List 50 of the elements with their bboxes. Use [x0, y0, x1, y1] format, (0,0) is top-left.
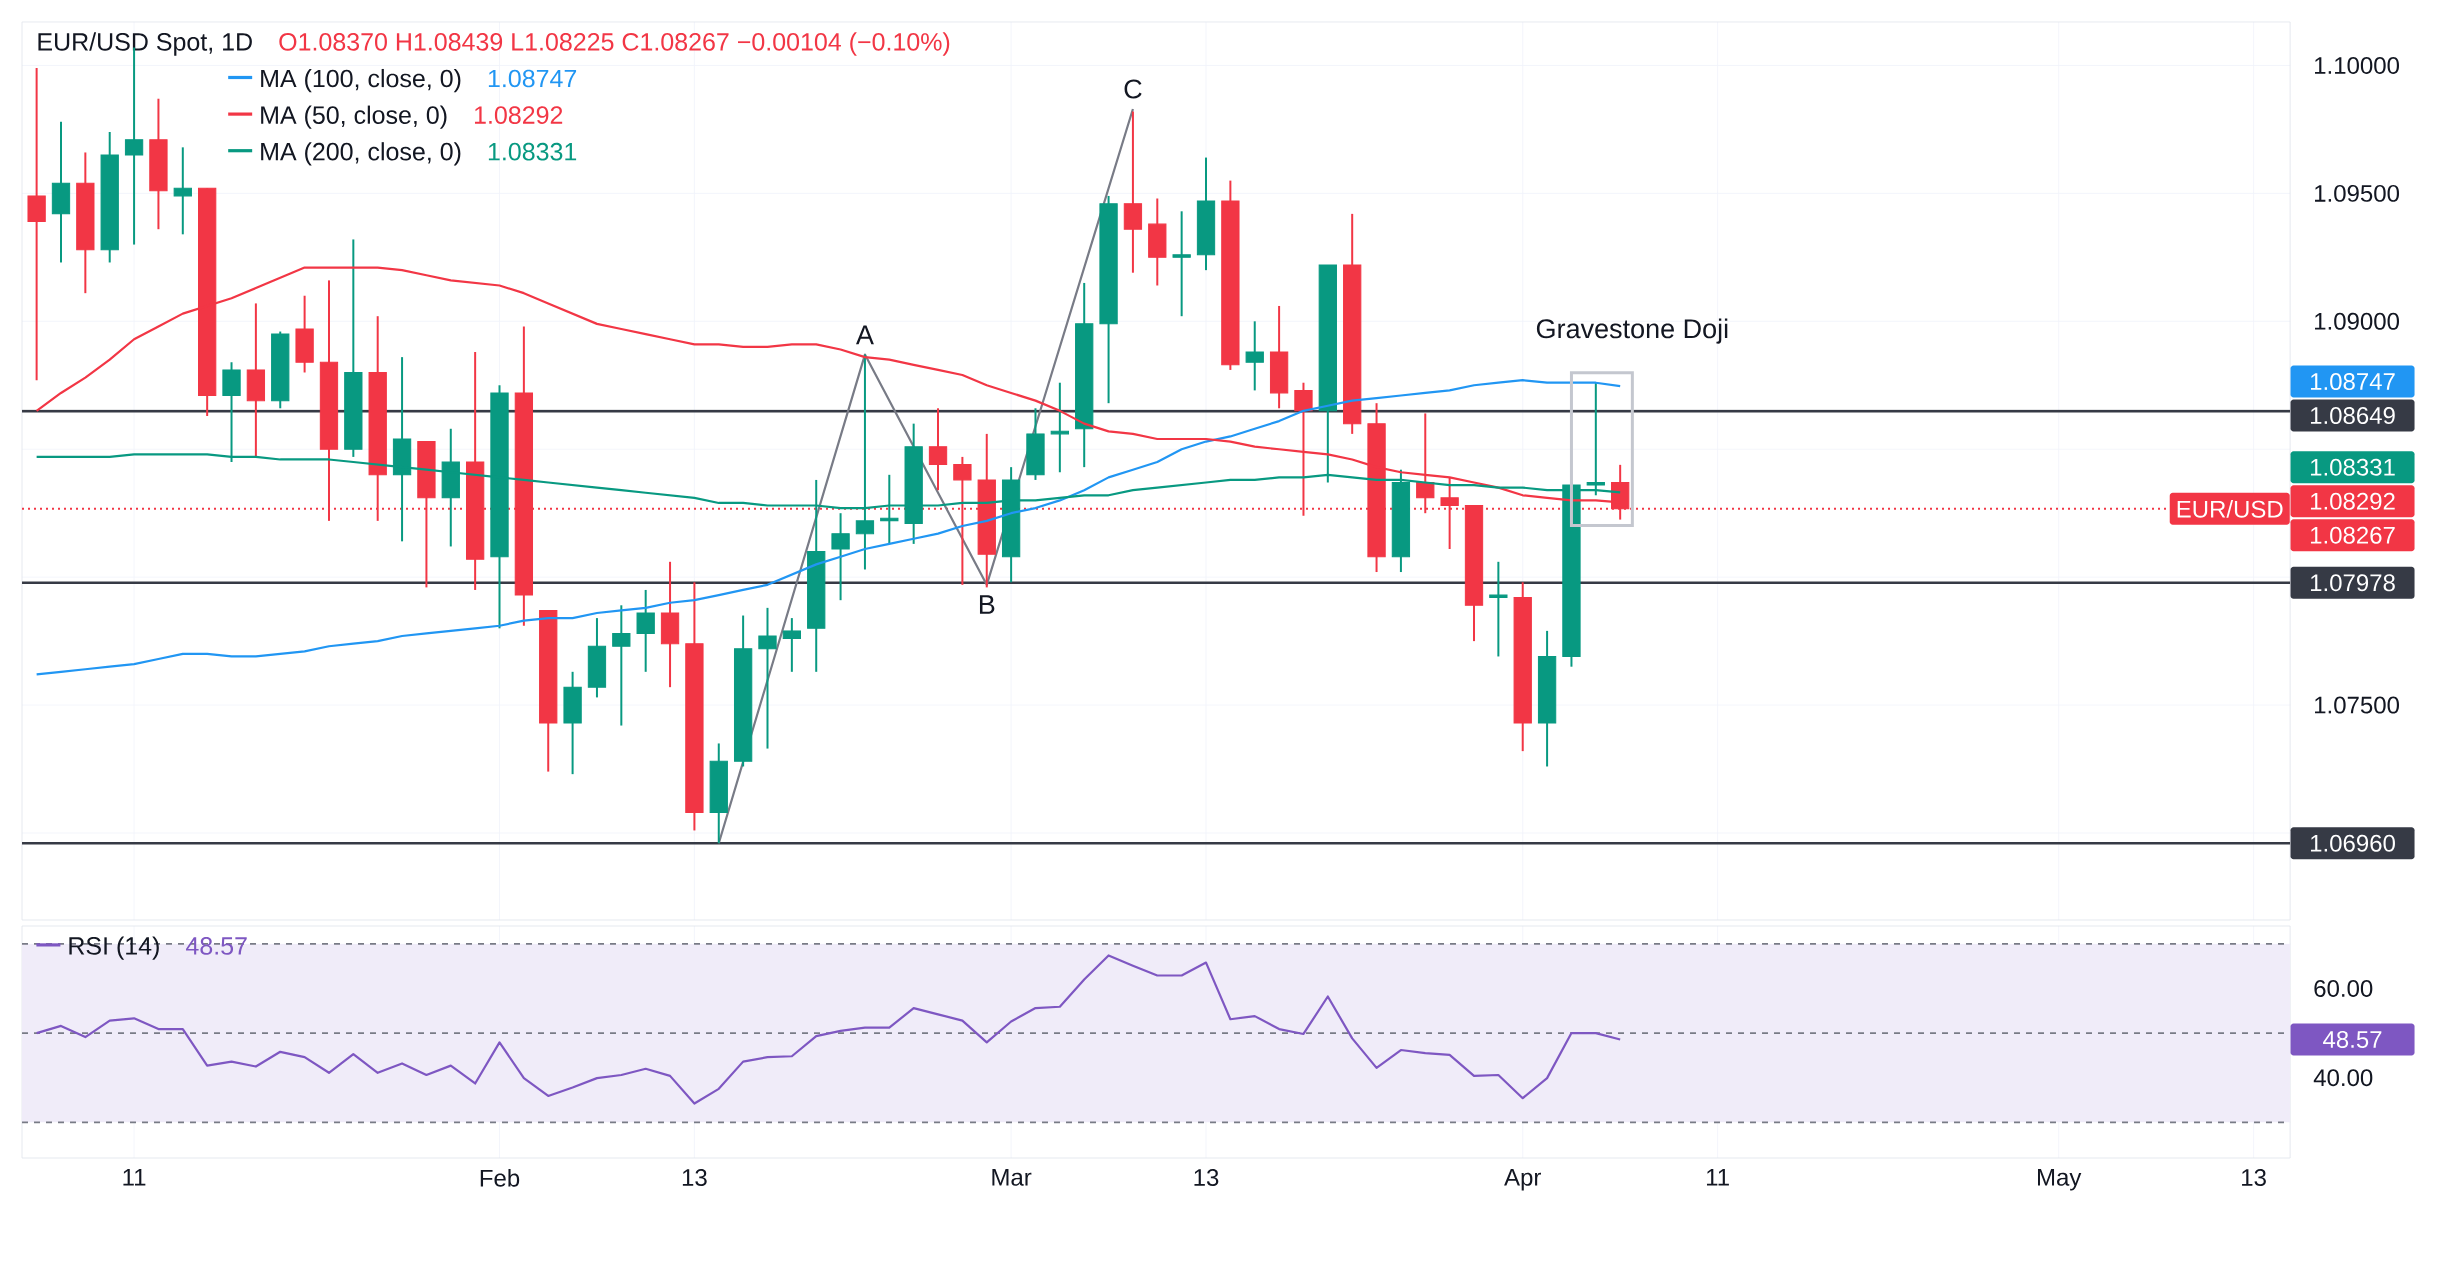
candlestick — [1245, 320, 1264, 392]
x-tick-label: Mar — [992, 1169, 1032, 1186]
candlestick — [636, 588, 655, 673]
y-tick-label: 1.10000 — [2315, 56, 2400, 74]
legend-label: RSI (14) — [69, 936, 159, 960]
legend-label: MA (200, close, 0) — [261, 142, 461, 166]
candlestick — [928, 407, 948, 492]
chart-subtitle: O1.08370 H1.08439 L1.08225 C1.08267 −0.00104 (−0.10%) — [279, 32, 950, 56]
text: 1.08331 — [2310, 458, 2395, 476]
text: 48.57 — [2323, 1030, 2382, 1048]
y-tick-label: 1.09500 — [2315, 184, 2400, 202]
chart-title: EUR/USD Spot, 1D — [38, 32, 252, 56]
x-tick-label: 13 — [682, 1169, 707, 1187]
x-tick-label: Apr — [1504, 1169, 1541, 1191]
text: 1.08292 — [2310, 492, 2395, 510]
ref-line-label: EUR/USD — [2177, 500, 2283, 518]
x-tick-label: May — [2038, 1169, 2082, 1191]
candlestick — [1050, 381, 1069, 474]
candlestick — [1489, 560, 1508, 658]
annotation: 48.57 — [185, 937, 247, 955]
legend-label: MA (100, close, 0) — [261, 68, 461, 93]
candlestick — [173, 146, 192, 236]
annotation: Gravestone Doji — [1536, 318, 1728, 344]
annotation: 1.08292 — [474, 106, 563, 124]
annotation: 1.08331 — [488, 142, 577, 161]
candlestick — [782, 617, 802, 673]
ref-line-label: 1.08649 — [2310, 407, 2395, 425]
data-label: A — [856, 325, 874, 345]
x-tick-label: 13 — [1194, 1169, 1219, 1187]
ref-line-label: 1.06960 — [2310, 834, 2395, 852]
text: 1.08747 — [2310, 373, 2395, 391]
annotation: 1.08747 — [488, 69, 577, 88]
legend-label: MA (50, close, 0) — [261, 105, 447, 129]
x-tick-label: Feb — [480, 1169, 520, 1187]
data-label: C — [1124, 79, 1142, 99]
x-tick-label: 13 — [2242, 1169, 2266, 1187]
text: 1.08267 — [2310, 526, 2395, 544]
data-label: B — [979, 595, 995, 614]
candlestick — [831, 512, 850, 602]
y-tick-label: 1.07500 — [2315, 696, 2400, 714]
x-tick-label: 11 — [1706, 1169, 1729, 1186]
candlestick — [612, 604, 631, 727]
candlestick — [27, 67, 46, 382]
x-tick-label: 11 — [123, 1169, 146, 1186]
candlestick — [758, 606, 777, 750]
ref-line-label: 1.07978 — [2310, 574, 2395, 592]
candlestick — [1172, 210, 1191, 318]
y-tick-label: 1.09000 — [2315, 312, 2400, 330]
y-tick-label: 40.00 — [2313, 1069, 2373, 1087]
y-tick-label: 60.00 — [2314, 979, 2373, 997]
